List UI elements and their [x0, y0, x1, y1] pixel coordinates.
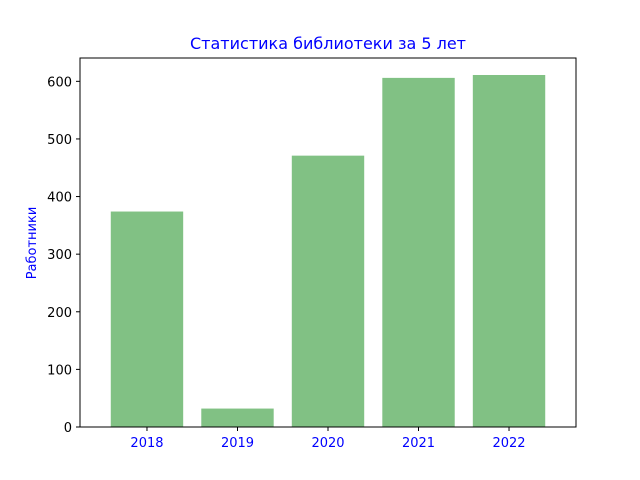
x-tick-label: 2020 [311, 436, 344, 451]
x-tick-label: 2018 [130, 436, 163, 451]
y-tick-label: 100 [47, 363, 72, 378]
chart-title: Статистика библиотеки за 5 лет [190, 34, 466, 53]
bar-2018 [110, 211, 184, 427]
bar-2019 [201, 408, 274, 427]
y-axis-label: Работники [25, 207, 40, 280]
y-tick-label: 600 [47, 75, 72, 90]
x-axis-ticks: 2018 2019 2020 2021 2022 [130, 427, 526, 451]
bar-2020 [291, 155, 365, 427]
x-tick-label: 2021 [402, 436, 435, 451]
y-axis-ticks: 0 100 200 300 400 500 600 [47, 75, 80, 436]
y-tick-label: 400 [47, 191, 72, 206]
bar-2021 [382, 77, 455, 427]
plot-frame [79, 57, 577, 428]
y-tick-label: 500 [47, 133, 72, 148]
y-tick-label: 0 [64, 421, 72, 436]
bar-2022 [472, 74, 546, 428]
y-tick-label: 200 [47, 306, 72, 321]
x-tick-label: 2022 [492, 436, 525, 451]
x-tick-label: 2019 [221, 436, 254, 451]
y-tick-label: 300 [47, 248, 72, 263]
bars-group [110, 74, 546, 428]
